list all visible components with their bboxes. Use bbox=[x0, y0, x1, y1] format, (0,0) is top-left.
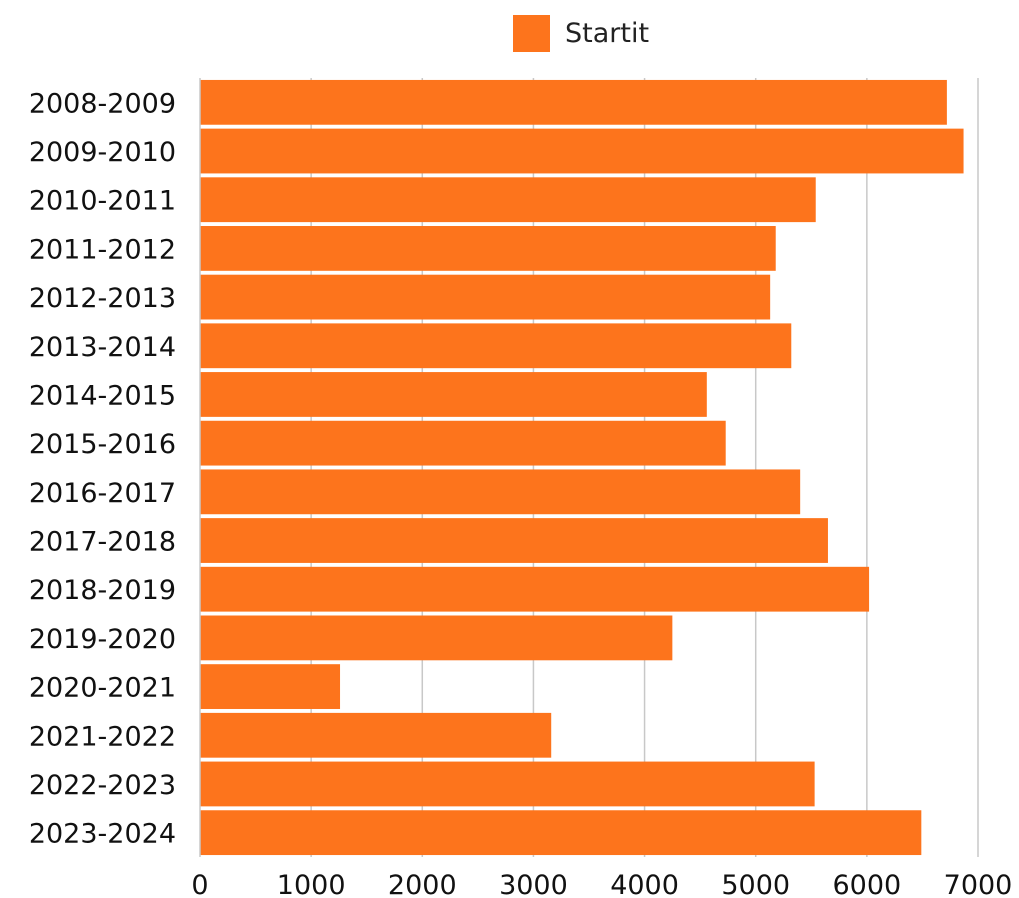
y-tick-label: 2013-2014 bbox=[29, 332, 176, 363]
x-tick-label: 7000 bbox=[944, 870, 1013, 898]
y-tick-label: 2016-2017 bbox=[29, 478, 176, 509]
bar-2018-2019 bbox=[200, 566, 870, 612]
legend: Startit bbox=[513, 14, 649, 52]
bar-2015-2016 bbox=[200, 420, 726, 466]
y-tick-label: 2014-2015 bbox=[29, 380, 176, 411]
legend-label: Startit bbox=[565, 17, 650, 49]
bar-2020-2021 bbox=[200, 664, 341, 709]
y-tick-label: 2021-2022 bbox=[29, 721, 176, 752]
y-tick-label: 2022-2023 bbox=[29, 770, 176, 801]
bar-2008-2009 bbox=[200, 79, 947, 125]
bar-2009-2010 bbox=[200, 128, 964, 174]
bar-2014-2015 bbox=[200, 372, 707, 417]
y-tick-label: 2018-2019 bbox=[29, 575, 176, 606]
legend-swatch bbox=[513, 14, 550, 52]
bar-2022-2023 bbox=[200, 761, 815, 807]
x-tick-label: 1000 bbox=[277, 870, 346, 898]
y-tick-label: 2011-2012 bbox=[29, 234, 176, 265]
y-tick-label: 2023-2024 bbox=[29, 819, 176, 850]
bar-2013-2014 bbox=[200, 323, 792, 369]
y-tick-label: 2009-2010 bbox=[29, 137, 176, 168]
y-tick-label: 2019-2020 bbox=[29, 624, 176, 655]
bar-2011-2012 bbox=[200, 226, 776, 271]
y-tick-label: 2010-2011 bbox=[29, 186, 176, 217]
x-tick-label: 5000 bbox=[721, 870, 790, 898]
y-tick-label: 2020-2021 bbox=[29, 673, 176, 704]
x-tick-label: 2000 bbox=[388, 870, 457, 898]
bar-2012-2013 bbox=[200, 274, 771, 320]
bar-2010-2011 bbox=[200, 177, 816, 223]
y-tick-label: 2015-2016 bbox=[29, 429, 176, 460]
x-tick-label: 6000 bbox=[832, 870, 901, 898]
x-tick-label: 0 bbox=[191, 870, 208, 898]
bar-2023-2024 bbox=[200, 810, 922, 856]
bar-2016-2017 bbox=[200, 469, 801, 515]
y-tick-label: 2017-2018 bbox=[29, 527, 176, 558]
y-tick-label: 2008-2009 bbox=[29, 88, 176, 119]
y-tick-label: 2012-2013 bbox=[29, 283, 176, 314]
x-tick-label: 3000 bbox=[499, 870, 568, 898]
bar-2021-2022 bbox=[200, 712, 552, 758]
bar-2017-2018 bbox=[200, 518, 828, 563]
bar-2019-2020 bbox=[200, 615, 673, 661]
x-tick-label: 4000 bbox=[610, 870, 679, 898]
